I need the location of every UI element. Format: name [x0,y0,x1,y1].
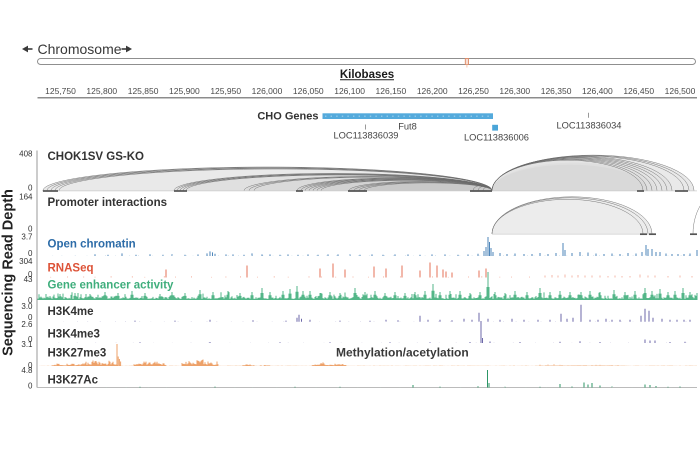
svg-text:H3K4me3: H3K4me3 [48,329,100,341]
svg-text:0: 0 [28,184,33,193]
svg-text:126,200: 126,200 [417,86,448,96]
svg-text:43: 43 [24,275,33,284]
svg-text:304: 304 [19,257,33,266]
svg-text:3.1: 3.1 [21,340,33,349]
svg-text:126,500: 126,500 [665,86,696,96]
svg-text:164: 164 [19,192,33,201]
svg-text:126,450: 126,450 [623,86,654,96]
svg-text:126,300: 126,300 [499,86,530,96]
svg-text:3.0: 3.0 [21,302,33,311]
svg-text:125,900: 125,900 [169,86,200,96]
svg-text:Gene enhancer activity: Gene enhancer activity [48,280,175,292]
svg-text:126,350: 126,350 [541,86,572,96]
svg-text:0: 0 [28,224,33,233]
svg-text:0: 0 [28,382,33,391]
svg-text:H3K27Ac: H3K27Ac [48,374,99,386]
svg-text:0: 0 [28,249,33,258]
svg-text:RNASeq: RNASeq [48,263,94,275]
svg-text:Fut8: Fut8 [398,122,417,132]
svg-text:CHO Genes: CHO Genes [257,111,318,123]
svg-text:3.7: 3.7 [21,232,33,241]
svg-text:H3K4me: H3K4me [48,306,94,318]
svg-text:126,150: 126,150 [376,86,407,96]
svg-text:125,800: 125,800 [86,86,117,96]
svg-text:Promoter interactions: Promoter interactions [48,197,168,209]
svg-text:LOC113836034: LOC113836034 [557,121,622,131]
svg-text:2.6: 2.6 [21,320,33,329]
svg-text:Sequencing Read Depth: Sequencing Read Depth [1,189,17,356]
svg-text:LOC113836039: LOC113836039 [334,131,399,141]
svg-text:125,950: 125,950 [210,86,241,96]
svg-text:4.8: 4.8 [21,366,33,375]
svg-text:0: 0 [28,270,33,279]
svg-text:0: 0 [28,335,33,344]
svg-text:Chromosome: Chromosome [38,41,122,57]
svg-text:126,400: 126,400 [582,86,613,96]
svg-text:126,050: 126,050 [293,86,324,96]
svg-text:408: 408 [19,149,33,158]
svg-text:Kilobases: Kilobases [340,69,394,81]
svg-text:LOC113836006: LOC113836006 [464,133,529,143]
svg-text:126,250: 126,250 [458,86,489,96]
svg-text:Open chromatin: Open chromatin [48,239,136,251]
svg-text:0: 0 [28,313,33,322]
svg-text:Methylation/acetylation: Methylation/acetylation [336,345,469,359]
svg-text:125,750: 125,750 [45,86,76,96]
svg-text:0: 0 [28,296,33,305]
svg-text:126,000: 126,000 [252,86,283,96]
svg-text:126,100: 126,100 [334,86,365,96]
svg-text:H3K27me3: H3K27me3 [48,347,107,359]
svg-text:0: 0 [28,361,33,370]
svg-text:125,850: 125,850 [128,86,159,96]
svg-text:CHOK1SV GS-KO: CHOK1SV GS-KO [48,151,145,163]
